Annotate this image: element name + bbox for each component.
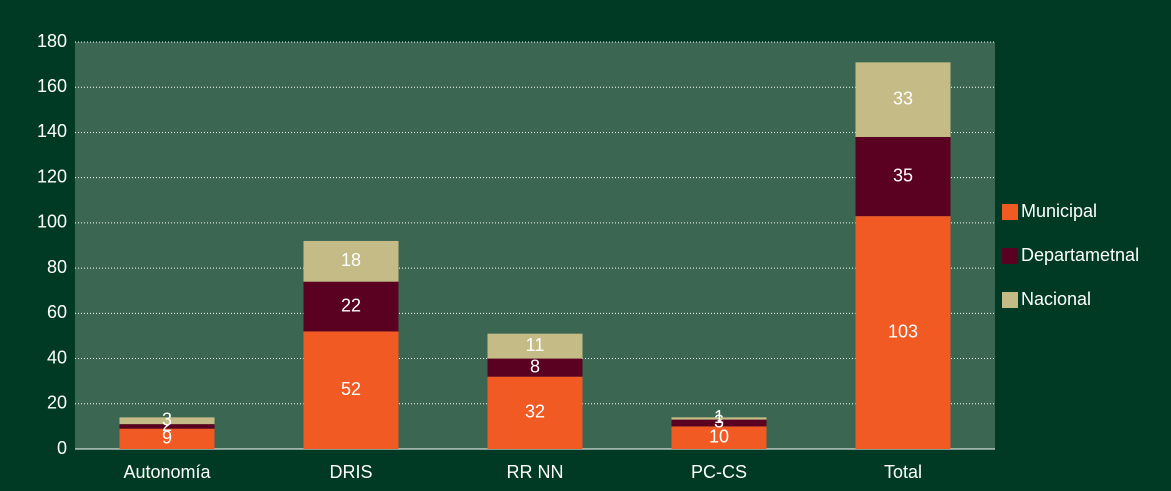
bar-segment <box>119 428 215 449</box>
legend-label: Nacional <box>1021 289 1091 309</box>
data-label: 18 <box>341 250 361 270</box>
bar-segment <box>671 426 767 449</box>
y-tick-label: 160 <box>37 76 67 96</box>
legend-label: Municipal <box>1021 201 1097 221</box>
bar-segment <box>303 240 399 282</box>
x-tick-label: RR NN <box>507 462 564 482</box>
x-tick-label: Total <box>884 462 922 482</box>
bar-segment <box>303 281 399 332</box>
bar-segment <box>487 333 583 359</box>
bar-segment <box>671 417 767 420</box>
y-tick-label: 60 <box>47 302 67 322</box>
data-label: 33 <box>893 88 913 108</box>
data-label: 52 <box>341 379 361 399</box>
legend-swatch <box>1002 204 1018 220</box>
bar-segment <box>487 376 583 449</box>
y-tick-label: 0 <box>57 438 67 458</box>
x-tick-label: PC-CS <box>691 462 747 482</box>
data-label: 22 <box>341 295 361 315</box>
data-label: 35 <box>893 165 913 185</box>
bar-segment <box>487 358 583 377</box>
legend-label: Departametnal <box>1021 245 1139 265</box>
data-label: 3 <box>714 412 724 432</box>
bar-segment <box>119 424 215 429</box>
bar-segment <box>671 419 767 427</box>
data-label: 32 <box>525 402 545 422</box>
y-tick-label: 120 <box>37 166 67 186</box>
x-tick-label: Autonomía <box>123 462 211 482</box>
bar-segment <box>855 62 951 137</box>
bar-segment <box>303 331 399 449</box>
legend-swatch <box>1002 292 1018 308</box>
data-label: 10 <box>709 426 729 446</box>
x-tick-label: DRIS <box>329 462 372 482</box>
data-label: 1 <box>714 407 724 427</box>
y-tick-label: 140 <box>37 121 67 141</box>
y-tick-label: 100 <box>37 212 67 232</box>
y-tick-label: 180 <box>37 31 67 51</box>
data-label: 3 <box>162 409 172 429</box>
legend-swatch <box>1002 248 1018 264</box>
bar-segment <box>855 216 951 449</box>
bar-segment <box>855 136 951 217</box>
y-tick-label: 80 <box>47 257 67 277</box>
data-label: 2 <box>162 415 172 435</box>
bar-segment <box>119 417 215 425</box>
y-tick-label: 40 <box>47 347 67 367</box>
data-label: 9 <box>162 428 172 448</box>
data-label: 11 <box>526 335 545 355</box>
data-label: 8 <box>530 356 540 376</box>
y-tick-label: 20 <box>47 393 67 413</box>
data-label: 103 <box>888 321 918 341</box>
